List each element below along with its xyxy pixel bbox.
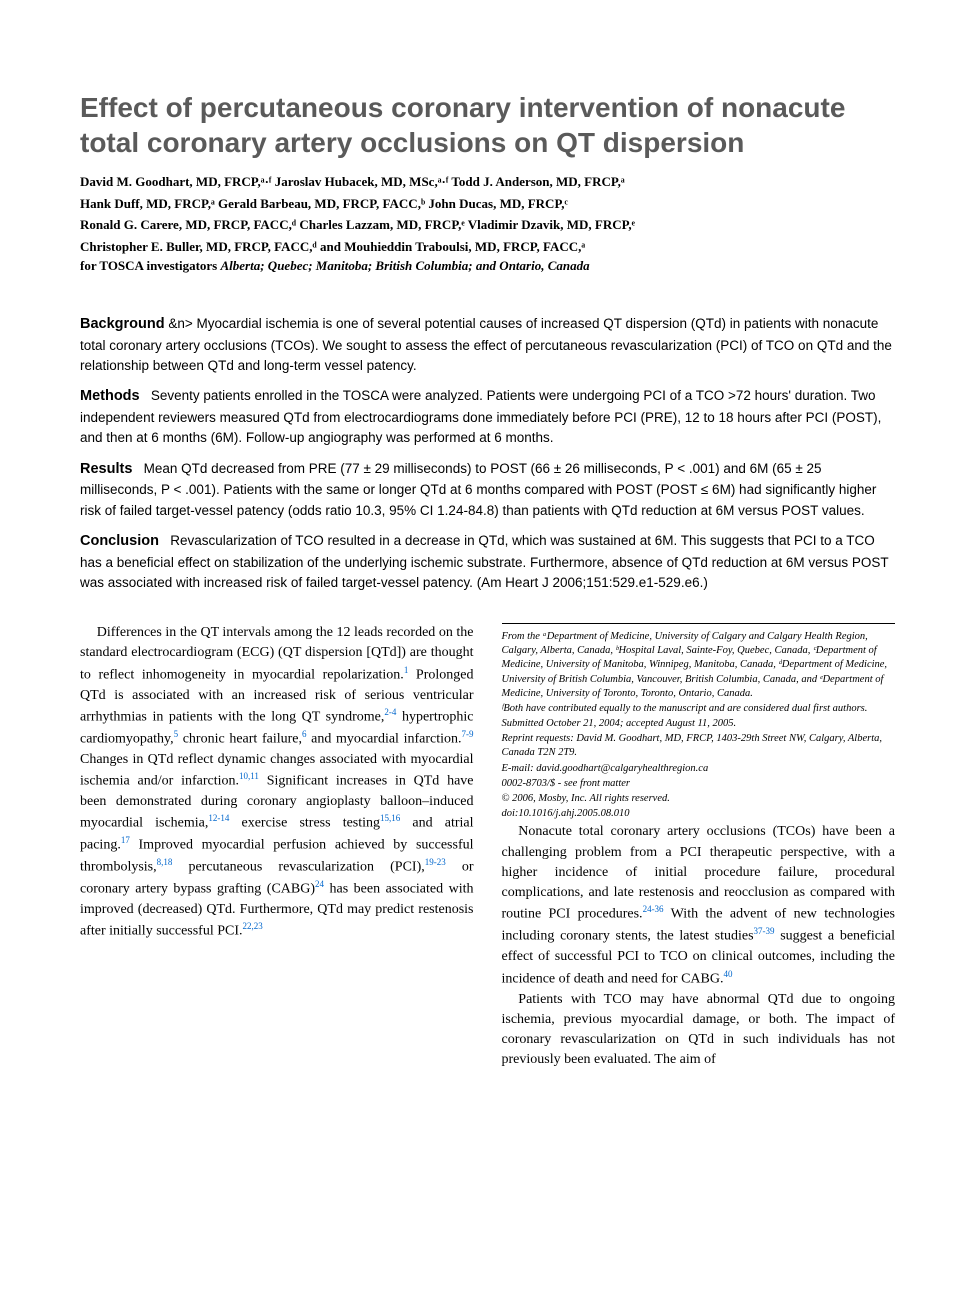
ref-link[interactable]: 7-9 [462,729,474,739]
body-text: exercise stress testing [229,816,380,831]
body-text: chronic heart failure, [178,731,302,746]
footnote-affiliations: From the ᵃDepartment of Medicine, Univer… [502,630,896,701]
footnote-copyright: © 2006, Mosby, Inc. All rights reserved. [502,792,896,806]
abstract-conclusion-text: Revascularization of TCO resulted in a d… [80,533,888,590]
footnote-block: From the ᵃDepartment of Medicine, Univer… [502,623,896,821]
body-paragraph-1: Differences in the QT intervals among th… [80,623,474,942]
ref-link[interactable]: 2-4 [384,707,396,717]
abstract-methods-heading: Methods [80,388,140,404]
abstract-block: Background &n> Myocardial ischemia is on… [80,314,895,593]
investigators-prefix: for TOSCA investigators [80,258,221,273]
authors-line-2: Hank Duff, MD, FRCP,ᵃ Gerald Barbeau, MD… [80,194,895,214]
ref-link[interactable]: 22,23 [243,921,263,931]
abstract-background-heading: Background [80,316,165,332]
authors-line-3: Ronald G. Carere, MD, FRCP, FACC,ᵈ Charl… [80,215,895,235]
ref-link[interactable]: 8,18 [157,857,173,867]
ref-link[interactable]: 12-14 [208,813,229,823]
body-text: percutaneous revascularization (PCI), [172,860,424,875]
ref-link[interactable]: 24 [315,879,324,889]
abstract-background-text: Myocardial ischemia is one of several po… [80,316,892,373]
body-columns: Differences in the QT intervals among th… [80,623,895,1071]
abstract-methods: Methods Seventy patients enrolled in the… [80,386,895,448]
abstract-background: Background &n> Myocardial ischemia is on… [80,314,895,376]
ref-link[interactable]: 17 [121,835,130,845]
body-paragraph-2: Nonacute total coronary artery occlusion… [502,822,896,989]
abstract-results: Results Mean QTd decreased from PRE (77 … [80,459,895,521]
body-paragraph-3: Patients with TCO may have abnormal QTd … [502,990,896,1071]
investigators-locations: Alberta; Quebec; Manitoba; British Colum… [221,258,590,273]
abstract-methods-text: Seventy patients enrolled in the TOSCA w… [80,388,881,445]
ref-link[interactable]: 37-39 [754,926,775,936]
footnote-reprint: Reprint requests: David M. Goodhart, MD,… [502,732,896,760]
body-text: and myocardial infarction. [306,731,461,746]
abstract-conclusion: Conclusion Revascularization of TCO resu… [80,531,895,593]
authors-line-4: Christopher E. Buller, MD, FRCP, FACC,ᵈ … [80,237,895,257]
authors-line-1: David M. Goodhart, MD, FRCP,ᵃ·ᶠ Jaroslav… [80,172,895,192]
footnote-issn: 0002-8703/$ - see front matter [502,777,896,791]
ref-link[interactable]: 15,16 [380,813,400,823]
footnote-email: E-mail: david.goodhart@calgaryhealthregi… [502,762,896,776]
abstract-results-text: Mean QTd decreased from PRE (77 ± 29 mil… [80,461,876,518]
ref-link[interactable]: 10,11 [239,771,259,781]
ref-link[interactable]: 40 [723,969,732,979]
footnote-submitted: Submitted October 21, 2004; accepted Aug… [502,717,896,731]
abstract-conclusion-heading: Conclusion [80,533,159,549]
ref-link[interactable]: 19-23 [425,857,446,867]
body-text: Significant increases in QTd have [259,774,474,789]
article-title: Effect of percutaneous coronary interven… [80,90,895,160]
abstract-results-heading: Results [80,461,132,477]
investigators-line: for TOSCA investigators Alberta; Quebec;… [80,258,895,274]
ref-link[interactable]: 24-36 [643,904,664,914]
footnote-doi: doi:10.1016/j.ahj.2005.08.010 [502,807,896,821]
footnote-equal-contribution: ᶠBoth have contributed equally to the ma… [502,702,896,716]
